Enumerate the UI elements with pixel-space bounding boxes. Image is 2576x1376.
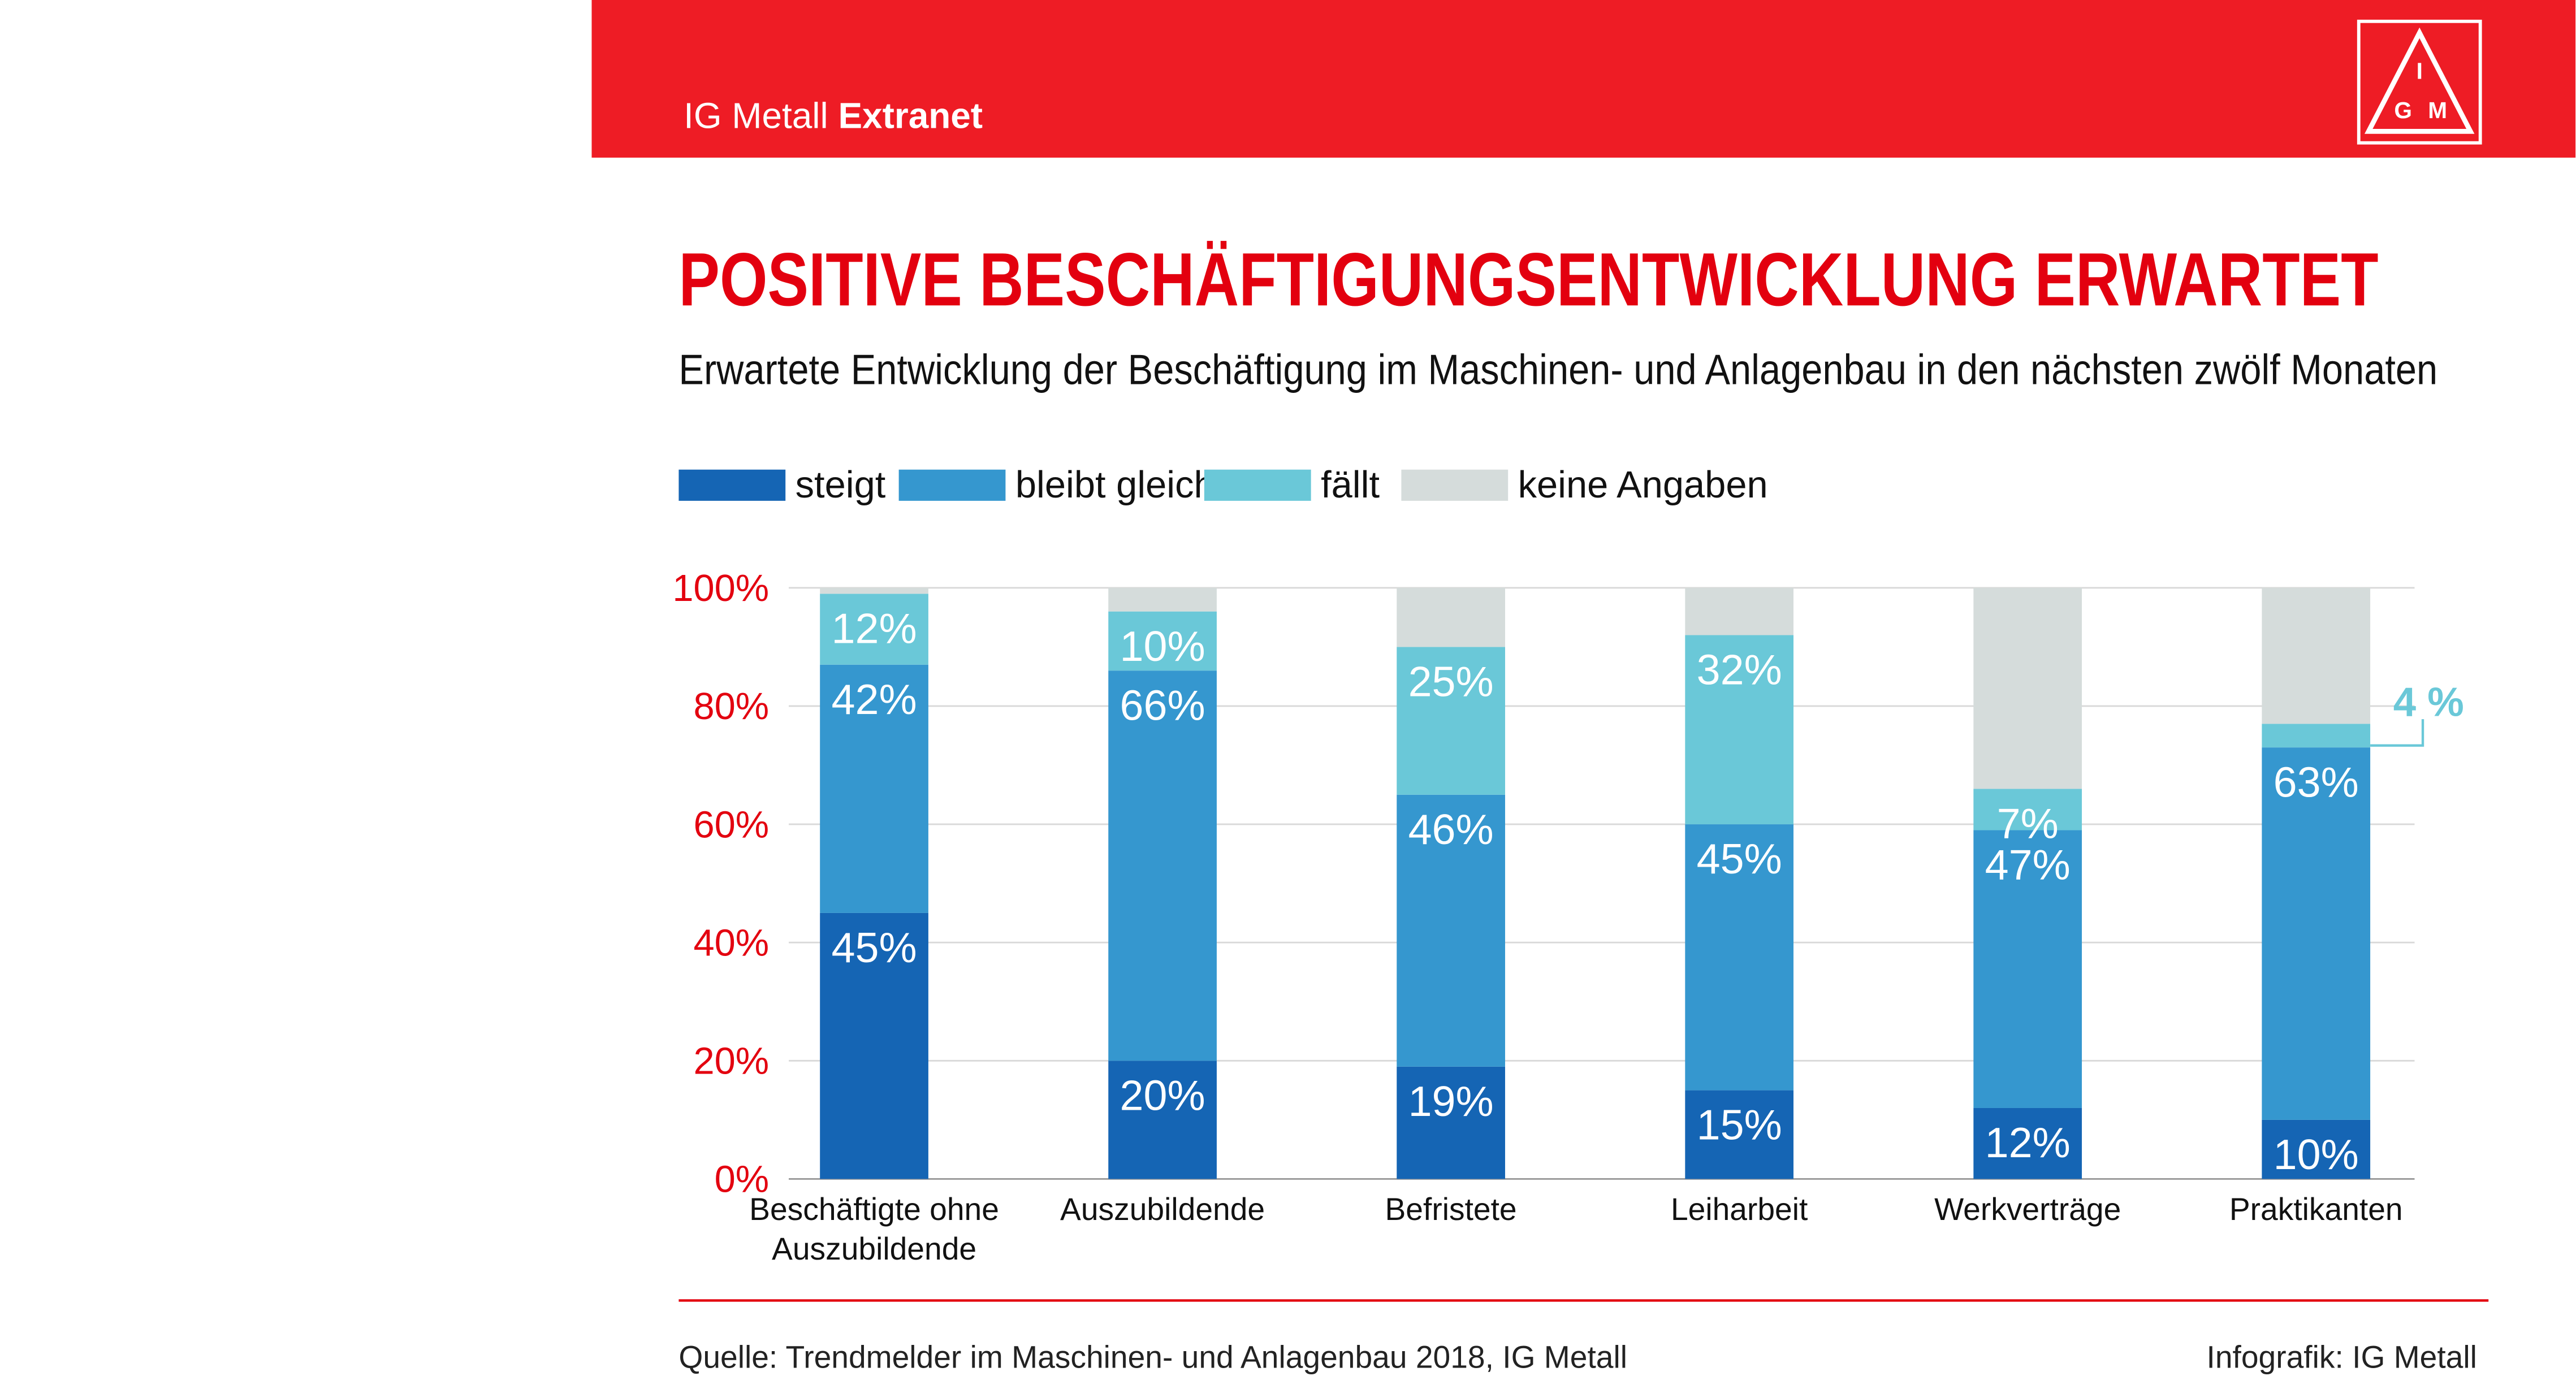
value-label: 42% <box>831 676 917 724</box>
bar-segment <box>1397 647 1505 795</box>
bar-segment <box>820 587 928 594</box>
value-label: 32% <box>1697 647 1782 694</box>
bar-segment <box>1108 670 1217 1061</box>
value-label: 63% <box>2274 759 2359 806</box>
label-leader <box>2370 719 2424 747</box>
bar-segment <box>1973 1107 2082 1179</box>
bar-segment <box>1685 587 1794 635</box>
legend-swatch <box>1204 469 1311 501</box>
x-label-box: Werkverträge <box>1934 1193 2121 1228</box>
value-label: 47% <box>1985 842 2071 889</box>
value-label: 12% <box>831 605 917 652</box>
bar-segment <box>820 664 928 913</box>
value-label: 20% <box>1120 1072 1205 1119</box>
section: Extranet <box>838 96 983 136</box>
logo-letter: G <box>2394 97 2412 123</box>
bar-segment <box>820 912 928 1179</box>
bar-segment <box>1397 1066 1505 1179</box>
bar-segment <box>820 594 928 665</box>
x-tick-label: Praktikanten <box>2229 1193 2403 1228</box>
x-tick-label: Beschäftigte ohne Auszubildende <box>749 1193 999 1268</box>
header-brand: IG Metall Extranet <box>684 96 983 136</box>
bar-segment <box>1973 789 2082 830</box>
x-tick-label: Auszubildende <box>1060 1193 1265 1228</box>
legend-swatch <box>898 469 1006 501</box>
footer-credit: Infografik: IG Metall <box>2207 1339 2477 1374</box>
bar-segment <box>1685 635 1794 825</box>
bar-segment <box>2262 747 2371 1120</box>
header-bar <box>591 0 2576 158</box>
value-label: 25% <box>1408 659 1494 706</box>
value-label: 12% <box>1985 1119 2071 1167</box>
x-label-box: Auszubildende <box>1060 1193 1265 1228</box>
y-tick-label: 60% <box>693 804 769 846</box>
bar-segment <box>1685 824 1794 1091</box>
bar-segment <box>1973 587 2082 789</box>
bar-segment <box>1397 794 1505 1067</box>
value-label: 10% <box>1120 623 1205 670</box>
chart-title: POSITIVE BESCHÄFTIGUNGSENTWICKLUNG ERWAR… <box>678 237 2378 322</box>
bar-segment <box>2262 587 2371 724</box>
value-label: 66% <box>1120 682 1205 729</box>
logo-letter: I <box>2417 58 2423 84</box>
y-tick-label: 100% <box>672 568 769 609</box>
x-tick-label: Leiharbeit <box>1670 1193 1808 1228</box>
legend-label: fällt <box>1321 464 1380 506</box>
value-label: 19% <box>1408 1078 1494 1126</box>
x-label-box: Beschäftigte ohne Auszubildende <box>749 1193 999 1268</box>
bar-segment <box>2262 1119 2371 1179</box>
y-tick-label: 40% <box>693 922 769 964</box>
footer-source: Quelle: Trendmelder im Maschinen- und An… <box>678 1339 1627 1374</box>
y-tick-label: 20% <box>693 1041 769 1083</box>
logo-triangle <box>2365 27 2475 134</box>
bar-segment <box>1685 1090 1794 1179</box>
value-label: 46% <box>1408 806 1494 854</box>
x-tick-label: Befristete <box>1385 1193 1517 1228</box>
logo-letter: M <box>2428 97 2447 123</box>
value-label: 45% <box>831 924 917 972</box>
bar-segment <box>1108 611 1217 671</box>
value-label: 4 % <box>2393 679 2464 725</box>
x-label-box: Befristete <box>1385 1193 1517 1228</box>
x-tick-label: Werkverträge <box>1934 1193 2121 1228</box>
value-label: 7% <box>1997 800 2059 847</box>
legend-swatch <box>1401 469 1509 501</box>
y-tick-label: 0% <box>715 1159 770 1201</box>
x-label-box: Leiharbeit <box>1670 1193 1808 1228</box>
legend-label: keine Angaben <box>1518 464 1768 506</box>
y-tick-label: 80% <box>693 686 769 728</box>
bar-segment <box>1108 587 1217 612</box>
legend-label: bleibt gleich <box>1015 464 1215 506</box>
x-label-box: Praktikanten <box>2229 1193 2403 1228</box>
brand: IG Metall <box>684 96 828 136</box>
value-label: 10% <box>2274 1131 2359 1179</box>
legend-label: steigt <box>796 464 886 506</box>
logo-frame <box>2357 19 2482 145</box>
bar-segment <box>1108 1061 1217 1179</box>
value-label: 15% <box>1697 1102 1782 1149</box>
legend-swatch <box>678 469 786 501</box>
chart-subtitle: Erwartete Entwicklung der Beschäftigung … <box>678 347 2437 394</box>
logo: I G M <box>2357 19 2482 145</box>
bar-segment <box>2262 724 2371 748</box>
value-label: 45% <box>1697 836 1782 883</box>
bar-segment <box>1397 587 1505 647</box>
bar-segment <box>1973 830 2082 1108</box>
